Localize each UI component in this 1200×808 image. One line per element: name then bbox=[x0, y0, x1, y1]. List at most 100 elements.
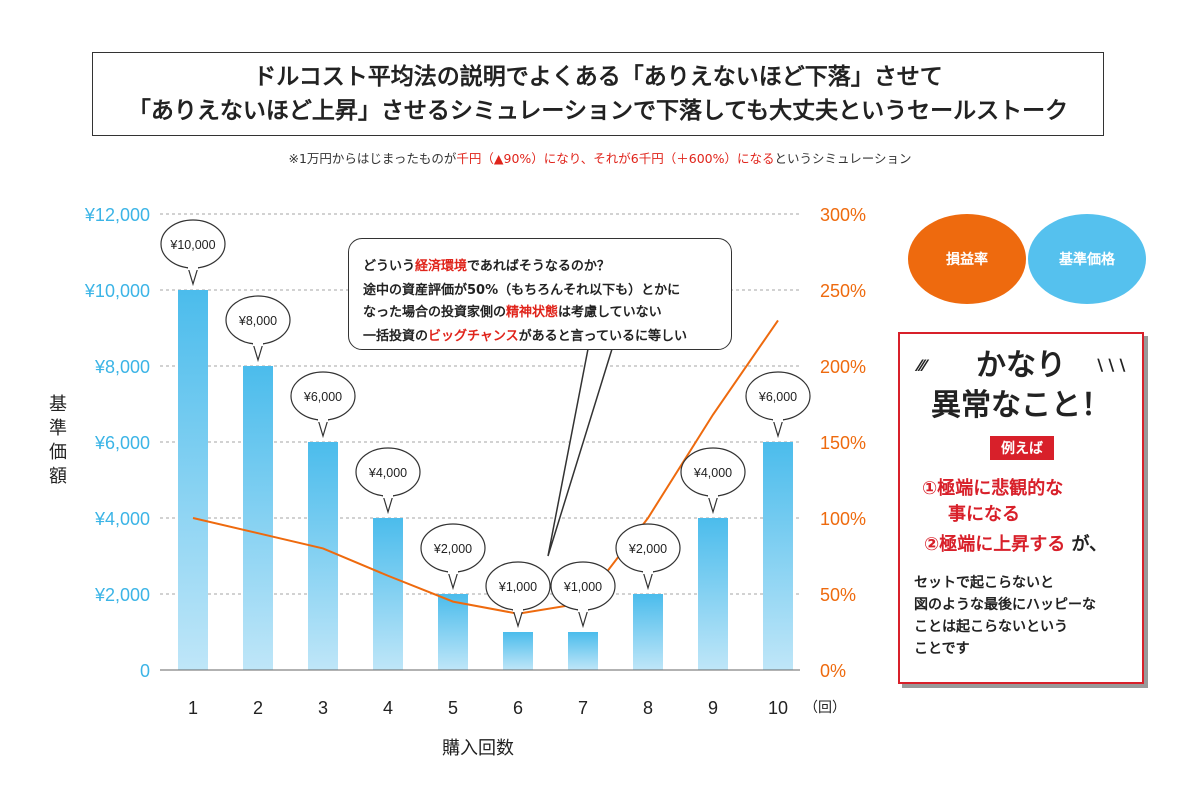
bar-labels: ¥10,000 ¥8,000 ¥6,000 ¥4,000 ¥2,000 ¥1,000 ¥1,… bbox=[160, 219, 811, 629]
bar-label-bubble: ¥10,000 bbox=[160, 219, 226, 287]
data-label: ¥6,000 bbox=[758, 390, 797, 404]
bar-label-bubble: ¥2,000 bbox=[420, 523, 486, 591]
callout-line-2: 途中の資産評価が50%（もちろんそれ以下も）とかに bbox=[363, 283, 681, 298]
title-line-2: 「ありえないほど上昇」させるシミュレーションで下落しても大丈夫というセールストー… bbox=[127, 98, 1069, 124]
bar-label-bubble: ¥6,000 bbox=[290, 371, 356, 439]
x-tick-label: 8 bbox=[643, 698, 653, 718]
y-tick-label: ¥10,000 bbox=[84, 281, 150, 301]
bubble-join bbox=[643, 564, 653, 574]
bubble-join bbox=[773, 412, 783, 422]
data-label: ¥1,000 bbox=[563, 580, 602, 594]
example-item-2-text: ②極端に上昇する bbox=[924, 534, 1066, 555]
warning-box: ⁄⁄⁄ ∖∖∖ かなり 異常なこと！ 例えば ①極端に悲観的な 事になる ②極端… bbox=[898, 332, 1144, 684]
burst-left-icon: ⁄⁄⁄ bbox=[918, 356, 927, 375]
callout-highlight: 精神状態 bbox=[506, 305, 559, 320]
bars bbox=[178, 290, 793, 670]
callout-text: であればそうなるのか？ bbox=[467, 259, 610, 274]
bubble-join bbox=[318, 412, 328, 422]
callout-text: があると言っているに等しい bbox=[518, 329, 687, 344]
callout-highlight: ビッグチャンス bbox=[428, 329, 519, 344]
example-item-2: ②極端に上昇する が、 bbox=[924, 530, 1107, 556]
bar bbox=[503, 632, 533, 670]
callout-text: は考慮していない bbox=[558, 305, 662, 320]
data-label: ¥6,000 bbox=[303, 390, 342, 404]
bar-label-bubble: ¥4,000 bbox=[680, 447, 746, 515]
y2-tick-label: 100% bbox=[820, 509, 866, 529]
warning-heading-2: 異常なこと！ bbox=[931, 388, 1111, 423]
data-label: ¥2,000 bbox=[433, 542, 472, 556]
x-unit-label: （回） bbox=[804, 700, 846, 716]
callout-pointer bbox=[547, 348, 613, 557]
example-item-1b: 事になる bbox=[948, 504, 1020, 525]
bubble-join bbox=[513, 602, 523, 612]
note-body-3: ことは起こらないという bbox=[914, 619, 1068, 635]
axes: 0 0% ¥2,000 50% ¥4,000 100% ¥6,000 150% ¥8,000 20… bbox=[49, 205, 866, 759]
note-body-4: ことです bbox=[914, 641, 970, 657]
x-tick-label: 7 bbox=[578, 698, 588, 718]
y2-tick-label: 150% bbox=[820, 433, 866, 453]
y2-tick-label: 200% bbox=[820, 357, 866, 377]
subtitle-part-3: というシミュレーション bbox=[774, 151, 912, 166]
y-tick-label: ¥4,000 bbox=[94, 509, 150, 529]
x-tick-label: 4 bbox=[383, 698, 393, 718]
bar-label-bubble: ¥8,000 bbox=[225, 295, 291, 363]
callout-text: どういう bbox=[363, 259, 416, 274]
callout-highlight: 経済環境 bbox=[415, 259, 468, 274]
x-axis-title: 購入回数 bbox=[442, 738, 514, 759]
data-label: ¥4,000 bbox=[368, 466, 407, 480]
title-box: ドルコスト平均法の説明でよくある「ありえないほど下落」させて 「ありえないほど上… bbox=[92, 52, 1104, 136]
profit-line-path bbox=[192, 319, 779, 615]
data-label: ¥2,000 bbox=[628, 542, 667, 556]
callout-line-4: 一括投資のビッグチャンスがあると言っているに等しい bbox=[363, 325, 687, 344]
x-tick-label: 3 bbox=[318, 698, 328, 718]
bar bbox=[763, 442, 793, 670]
legend-blue-circle: 基準価格 bbox=[1028, 214, 1146, 304]
y-tick-label: 0 bbox=[140, 661, 150, 681]
bar-label-bubble: ¥1,000 bbox=[550, 561, 616, 629]
subtitle-part-1: ※1万円からはじまったものが bbox=[288, 151, 457, 166]
bubble-join bbox=[383, 488, 393, 498]
data-label: ¥4,000 bbox=[693, 466, 732, 480]
note-body-1: セットで起こらないと bbox=[914, 575, 1054, 591]
data-label: ¥1,000 bbox=[498, 580, 537, 594]
y-tick-label: ¥8,000 bbox=[94, 357, 150, 377]
bar bbox=[698, 518, 728, 670]
profit-line bbox=[192, 319, 779, 615]
x-tick-label: 6 bbox=[513, 698, 523, 718]
bar bbox=[373, 518, 403, 670]
bar bbox=[243, 366, 273, 670]
bar bbox=[308, 442, 338, 670]
x-tick-label: 1 bbox=[188, 698, 198, 718]
bubble-join bbox=[448, 564, 458, 574]
legend-blue-label: 基準価格 bbox=[1059, 252, 1115, 268]
bubble-join bbox=[188, 260, 198, 270]
bubble-join bbox=[253, 336, 263, 346]
callout-line-1: どういう経済環境であればそうなるのか？ bbox=[363, 255, 610, 274]
bar-label-bubble: ¥6,000 bbox=[745, 371, 811, 439]
callout-text: 一括投資の bbox=[363, 329, 429, 344]
callout-text: なった場合の投資家側の bbox=[363, 305, 507, 320]
note-body-2: 図のような最後にハッピーな bbox=[914, 597, 1096, 613]
bubble-join bbox=[578, 602, 588, 612]
legend-orange-circle: 損益率 bbox=[908, 214, 1026, 304]
bar bbox=[438, 594, 468, 670]
data-label: ¥8,000 bbox=[238, 314, 277, 328]
y2-tick-label: 0% bbox=[820, 661, 846, 681]
title-line-1: ドルコスト平均法の説明でよくある「ありえないほど下落」させて bbox=[253, 64, 943, 90]
bar bbox=[178, 290, 208, 670]
burst-right-icon: ∖∖∖ bbox=[1094, 356, 1128, 375]
x-tick-label: 5 bbox=[448, 698, 458, 718]
bubble-join bbox=[708, 488, 718, 498]
y-tick-label: ¥12,000 bbox=[84, 205, 150, 225]
y-axis-title: 基準価額 bbox=[49, 394, 67, 487]
bar-label-bubble: ¥2,000 bbox=[615, 523, 681, 591]
example-item-2-suffix: が、 bbox=[1071, 534, 1108, 555]
callout-bubble: どういう経済環境であればそうなるのか？ 途中の資産評価が50%（もちろんそれ以下… bbox=[348, 238, 732, 350]
bar-label-bubble: ¥4,000 bbox=[355, 447, 421, 515]
bar bbox=[633, 594, 663, 670]
bar-label-bubble: ¥1,000 bbox=[485, 561, 551, 629]
legend-orange-label: 損益率 bbox=[946, 252, 988, 268]
warning-heading-1: かなり bbox=[976, 348, 1066, 383]
y2-tick-label: 250% bbox=[820, 281, 866, 301]
